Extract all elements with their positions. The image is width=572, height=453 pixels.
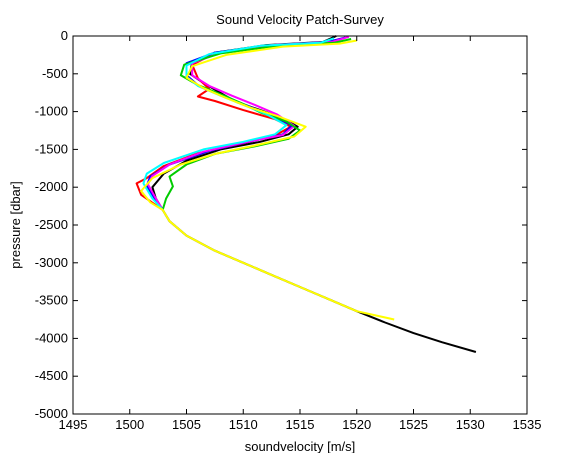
x-tick-label: 1535 [513, 417, 542, 432]
y-axis-title: pressure [dbar] [8, 181, 23, 268]
y-tick-label: -3500 [35, 293, 68, 308]
y-tick-label: -1000 [35, 104, 68, 119]
y-tick-label: -1500 [35, 141, 68, 156]
x-tick-label: 1515 [286, 417, 315, 432]
x-axis-title: soundvelocity [m/s] [245, 439, 356, 453]
x-tick-label: 1495 [59, 417, 88, 432]
y-tick-label: 0 [61, 28, 68, 43]
x-tick-label: 1525 [399, 417, 428, 432]
y-tick-label: -2500 [35, 217, 68, 232]
x-tick-label: 1520 [342, 417, 371, 432]
x-tick-label: 1530 [456, 417, 485, 432]
series-layer [135, 35, 477, 353]
y-tick-label: -5000 [35, 406, 68, 421]
series-line-7 [140, 39, 395, 321]
y-tick-label: -3000 [35, 255, 68, 270]
y-tick-label: -4000 [35, 330, 68, 345]
y-tick-label: -2000 [35, 179, 68, 194]
x-tick-label: 1510 [229, 417, 258, 432]
x-tick-label: 1505 [172, 417, 201, 432]
y-tick-label: -4500 [35, 368, 68, 383]
series-line-6 [142, 37, 335, 211]
y-tick-label: -500 [42, 66, 68, 81]
chart-title: Sound Velocity Patch-Survey [216, 12, 384, 27]
tick-layer: 1495 1500 1505 1510 1515 1520 1525 1530 1535 0 -50… [35, 28, 542, 432]
x-tick-label: 1500 [115, 417, 144, 432]
